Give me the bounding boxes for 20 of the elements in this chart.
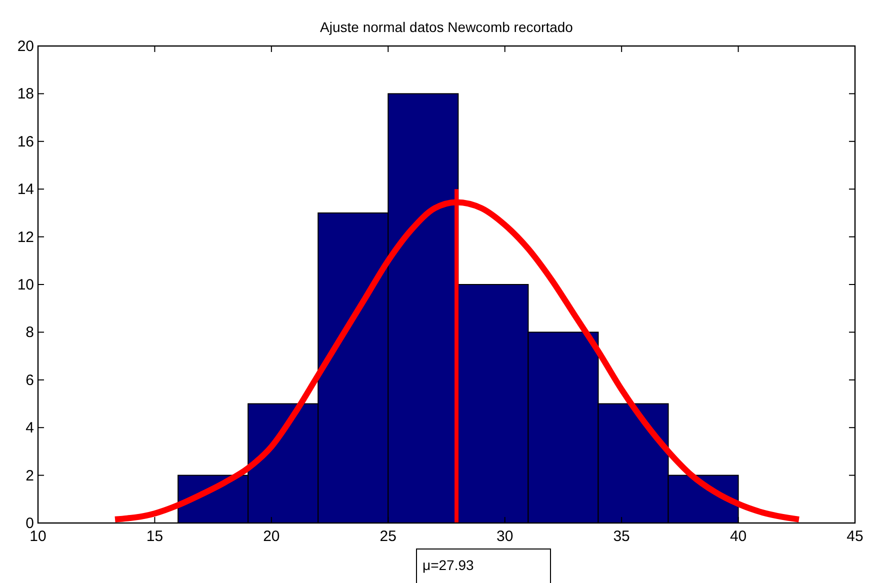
x-tick-label: 15 (146, 528, 164, 545)
text: μ=27.93 (422, 557, 474, 573)
y-tick-label: 4 (26, 420, 34, 437)
x-tick-label: 30 (496, 528, 514, 545)
y-tick-label: 14 (17, 181, 34, 198)
y-tick-label: 12 (17, 228, 34, 246)
y-tick-label: 2 (26, 467, 34, 484)
y-tick-label: 10 (17, 276, 34, 294)
x-tick-label: 20 (263, 528, 280, 545)
x-tick-label: 45 (846, 528, 864, 545)
chart-title: Ajuste normal datos Newcomb recortado (320, 19, 574, 35)
y-tick-label: 18 (17, 86, 34, 103)
x-tick-label: 40 (730, 528, 747, 545)
y-tick-label: 16 (17, 133, 34, 150)
y-tick-label: 0 (26, 515, 34, 532)
x-tick-label: 35 (613, 528, 630, 545)
x-tick-label: 25 (380, 528, 396, 545)
y-tick-label: 8 (26, 324, 34, 342)
y-tick-label: 6 (26, 372, 34, 389)
y-tick-label: 20 (17, 38, 34, 55)
